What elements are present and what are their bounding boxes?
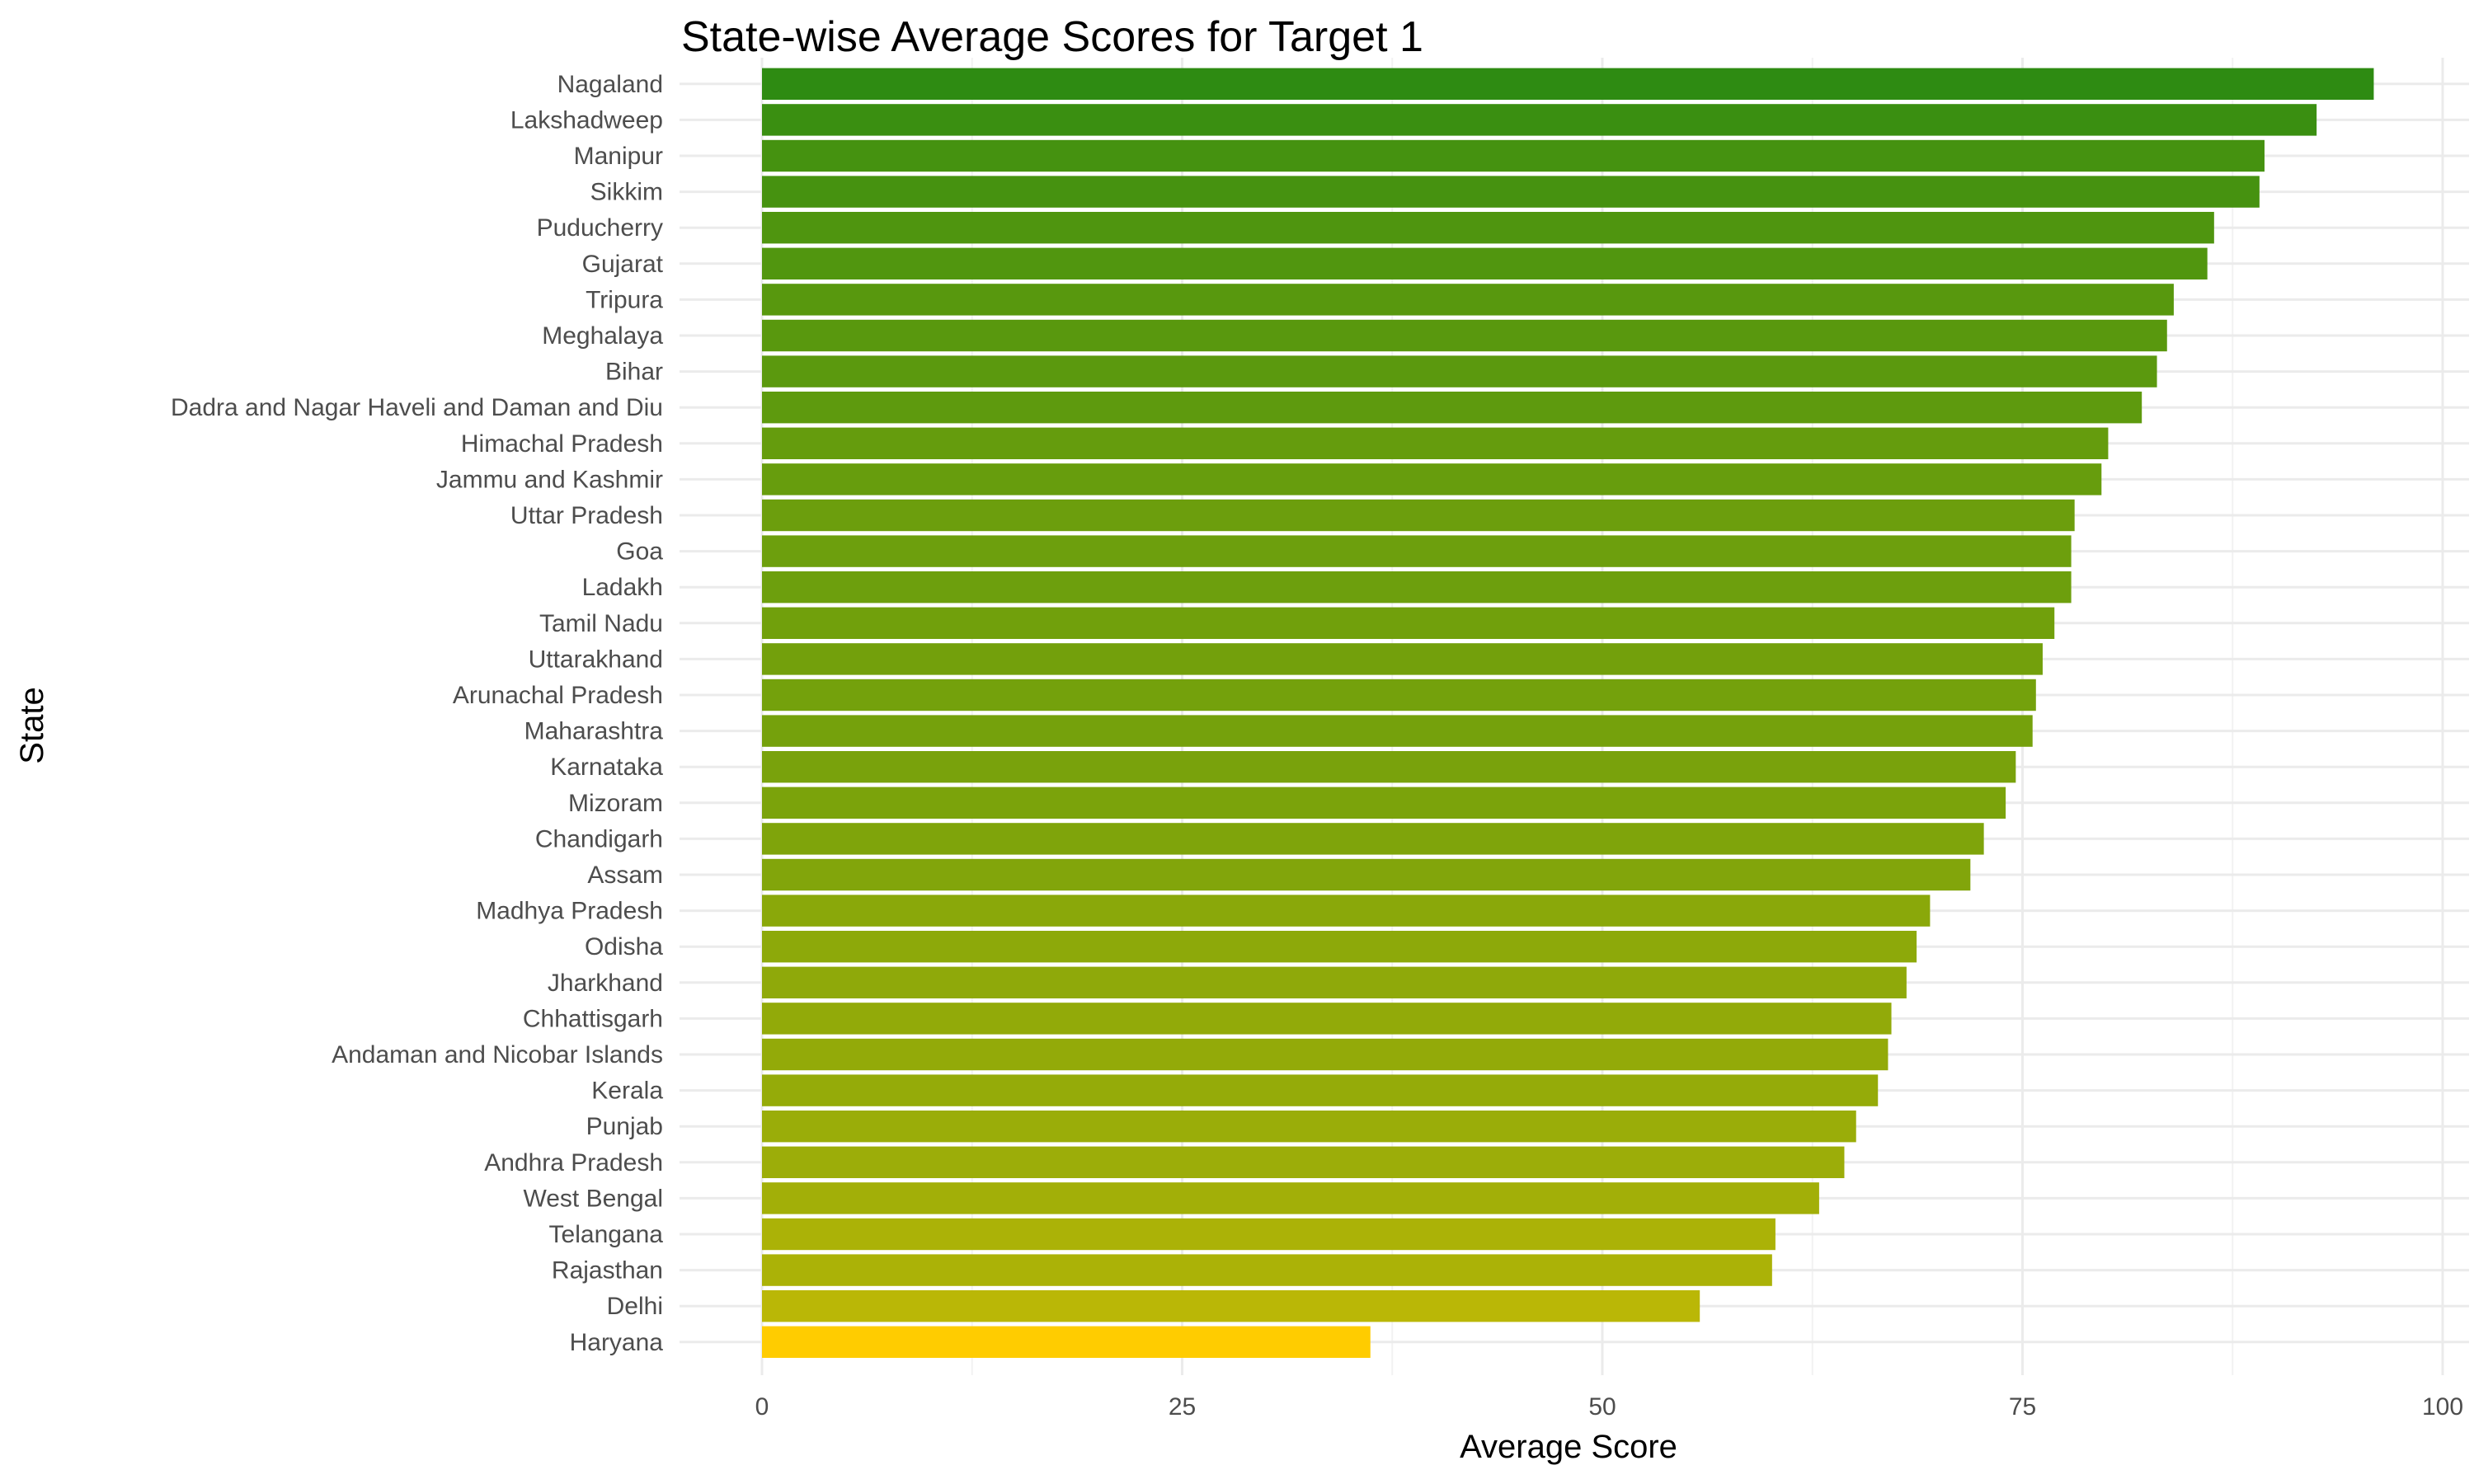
x-tick-label: 50 <box>1588 1393 1616 1421</box>
bar <box>762 1326 1371 1358</box>
bar <box>762 1290 1700 1322</box>
bar <box>762 212 2214 244</box>
bar <box>762 895 1931 927</box>
y-tick-label: Jammu and Kashmir <box>436 466 663 493</box>
y-tick-label: Rajasthan <box>552 1257 663 1284</box>
y-tick-label: Lakshadweep <box>510 106 663 134</box>
bar <box>762 355 2157 387</box>
y-tick-label: Goa <box>616 538 663 566</box>
bar <box>762 1111 1856 1143</box>
x-tick-label: 100 <box>2422 1393 2463 1421</box>
y-tick-label: Kerala <box>591 1078 663 1105</box>
x-axis-title: Average Score <box>1460 1429 1677 1465</box>
y-tick-label: Punjab <box>586 1113 663 1140</box>
y-axis-title: State <box>14 687 50 763</box>
bars <box>762 68 2374 1358</box>
y-tick-label: Uttar Pradesh <box>510 502 663 529</box>
bar <box>762 787 2006 819</box>
bar <box>762 607 2055 639</box>
x-tick-labels: 0 25 50 75 100 <box>755 1393 2463 1421</box>
y-tick-label: Nagaland <box>557 71 663 98</box>
bar <box>762 1218 1776 1251</box>
y-tick-label: Jharkhand <box>548 970 663 997</box>
y-tick-label: Andhra Pradesh <box>484 1149 663 1176</box>
y-tick-label: Delhi <box>607 1293 663 1320</box>
y-tick-label: Karnataka <box>550 754 663 781</box>
y-tick-label: Meghalaya <box>542 322 663 350</box>
bar <box>762 284 2174 316</box>
bar <box>762 751 2016 783</box>
bar <box>762 319 2167 352</box>
bar <box>762 68 2374 100</box>
x-tick-label: 75 <box>2009 1393 2036 1421</box>
bar <box>762 966 1907 998</box>
y-tick-label: Bihar <box>605 359 663 386</box>
bar <box>762 176 2260 208</box>
y-tick-label: Tripura <box>586 286 663 313</box>
y-tick-label: Gujarat <box>582 251 664 278</box>
y-tick-label: Telangana <box>549 1221 664 1248</box>
y-tick-label: Maharashtra <box>524 718 664 745</box>
y-tick-label: Himachal Pradesh <box>461 430 663 458</box>
y-tick-label: West Bengal <box>523 1185 663 1212</box>
y-tick-label: Madhya Pradesh <box>476 898 663 925</box>
y-tick-labels: Nagaland Lakshadweep Manipur Sikkim Puducher… <box>171 71 664 1356</box>
bar <box>762 1182 1819 1214</box>
bar <box>762 643 2043 675</box>
y-tick-label: Puducherry <box>537 214 663 242</box>
bar <box>762 1003 1892 1035</box>
y-tick-label: Sikkim <box>590 179 663 206</box>
bar <box>762 463 2102 495</box>
bar <box>762 858 1971 891</box>
bar <box>762 392 2142 424</box>
y-tick-label: Manipur <box>574 143 663 170</box>
y-tick-label: Dadra and Nagar Haveli and Daman and Diu <box>171 394 663 421</box>
y-tick-label: Mizoram <box>568 790 663 817</box>
bar <box>762 1038 1888 1071</box>
bar <box>762 427 2109 459</box>
y-tick-label: Assam <box>587 862 663 889</box>
y-tick-label: Ladakh <box>582 574 663 601</box>
y-tick-label: Chandigarh <box>535 825 663 852</box>
bar <box>762 823 1984 855</box>
bar <box>762 247 2208 279</box>
bar <box>762 679 2036 711</box>
bar <box>762 715 2033 747</box>
x-tick-label: 25 <box>1169 1393 1196 1421</box>
bar <box>762 1146 1845 1178</box>
y-tick-label: Tamil Nadu <box>539 610 663 637</box>
bar <box>762 931 1917 963</box>
y-tick-label: Arunachal Pradesh <box>453 682 663 709</box>
bar <box>762 1254 1772 1286</box>
bar <box>762 1074 1879 1106</box>
y-tick-label: Andaman and Nicobar Islands <box>332 1041 663 1068</box>
x-tick-label: 0 <box>755 1393 769 1421</box>
chart-title: State-wise Average Scores for Target 1 <box>681 13 1423 61</box>
y-tick-label: Chhattisgarh <box>523 1005 663 1032</box>
y-tick-label: Uttarakhand <box>529 646 663 673</box>
bar <box>762 571 2072 603</box>
bar <box>762 104 2317 136</box>
y-tick-label: Odisha <box>585 933 663 960</box>
bar <box>762 499 2075 532</box>
bar <box>762 535 2072 567</box>
y-tick-label: Haryana <box>570 1329 664 1356</box>
bar <box>762 139 2265 172</box>
